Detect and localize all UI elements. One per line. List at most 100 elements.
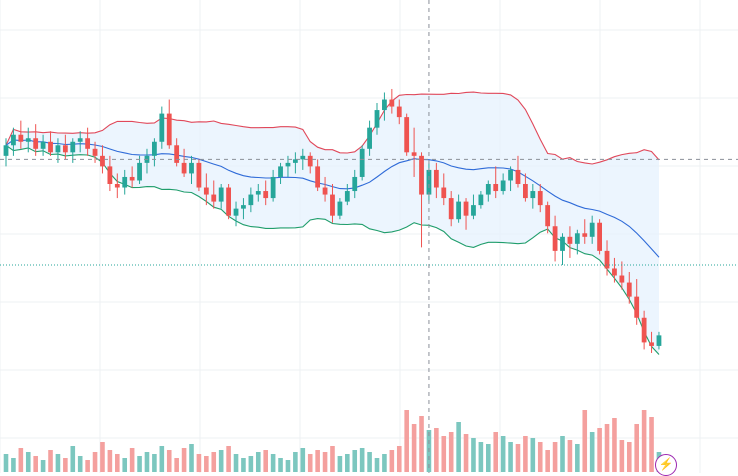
candle-body bbox=[174, 145, 180, 163]
candle-body bbox=[619, 275, 625, 283]
volume-bar bbox=[278, 458, 283, 472]
candle-body bbox=[218, 187, 224, 202]
candle-body bbox=[359, 148, 365, 177]
volume-bar bbox=[174, 458, 179, 472]
volume-bar bbox=[567, 440, 573, 472]
candle-body bbox=[448, 198, 454, 220]
candle-body bbox=[270, 176, 276, 199]
candle-body bbox=[33, 138, 39, 149]
volume-bar bbox=[255, 452, 261, 472]
volume-bar bbox=[77, 456, 83, 472]
volume-bar bbox=[537, 442, 543, 472]
candle-body bbox=[574, 233, 580, 244]
candle-body bbox=[85, 138, 91, 149]
volume-bar bbox=[307, 454, 313, 472]
volume-bar bbox=[226, 446, 231, 472]
candle-body bbox=[344, 191, 350, 202]
volume-bar bbox=[144, 452, 150, 472]
candle-body bbox=[203, 187, 209, 195]
volume-bar bbox=[241, 458, 246, 472]
candle-body bbox=[189, 162, 194, 174]
candle-body bbox=[389, 99, 395, 107]
volume-bar bbox=[411, 424, 417, 472]
volume-bar bbox=[129, 448, 135, 472]
volume-bar bbox=[25, 452, 31, 472]
candle-body bbox=[374, 110, 380, 128]
volume-bar bbox=[560, 436, 565, 472]
candle-body bbox=[114, 184, 120, 188]
volume-bar bbox=[270, 454, 276, 472]
candle-body bbox=[411, 152, 417, 156]
volume-bar bbox=[478, 442, 484, 472]
volume-bar bbox=[500, 436, 506, 472]
candle-body bbox=[25, 138, 31, 142]
volume-bar bbox=[448, 432, 454, 472]
volume-bar bbox=[55, 454, 61, 472]
candle-body bbox=[352, 176, 358, 192]
candle-body bbox=[137, 162, 142, 181]
candle-body bbox=[560, 236, 565, 251]
volume-bar bbox=[330, 446, 335, 472]
candle-body bbox=[552, 226, 558, 251]
candle-body bbox=[597, 222, 602, 251]
volume-bar bbox=[523, 436, 528, 472]
candle-body bbox=[582, 233, 588, 237]
candle-body bbox=[233, 208, 239, 216]
volume-bar bbox=[3, 454, 9, 472]
candle-body bbox=[322, 187, 328, 195]
candle-body bbox=[70, 141, 76, 153]
candle-body bbox=[241, 205, 246, 209]
candle-body bbox=[530, 191, 536, 199]
candle-body bbox=[3, 145, 9, 156]
candle-body bbox=[456, 201, 462, 220]
candle-body bbox=[315, 166, 321, 188]
volume-bar bbox=[374, 458, 380, 472]
volume-bar bbox=[597, 428, 602, 472]
volume-bar bbox=[107, 450, 113, 472]
candle-body bbox=[62, 145, 68, 153]
candle-body bbox=[641, 317, 647, 343]
candle-body bbox=[567, 236, 573, 244]
volume-bar bbox=[204, 456, 209, 472]
candle-body bbox=[152, 141, 157, 156]
candle-body bbox=[478, 194, 484, 206]
candle-body bbox=[300, 155, 306, 160]
candle-body bbox=[18, 134, 24, 142]
volume-bar bbox=[515, 444, 521, 472]
candle-body bbox=[226, 187, 231, 216]
volume-bar bbox=[441, 436, 447, 472]
candle-body bbox=[508, 169, 513, 181]
volume-bar bbox=[649, 417, 654, 472]
candle-body bbox=[292, 159, 298, 163]
volume-bar bbox=[18, 448, 24, 472]
candle-body bbox=[382, 99, 387, 111]
bollinger-upper-band bbox=[5, 91, 660, 165]
candle-body bbox=[107, 166, 113, 184]
volume-bar bbox=[589, 432, 595, 472]
volume-bar bbox=[152, 454, 157, 472]
candle-body bbox=[100, 155, 105, 167]
volume-bar bbox=[63, 458, 68, 472]
candle-body bbox=[419, 155, 424, 195]
candle-body bbox=[656, 335, 662, 346]
candle-body bbox=[40, 141, 46, 149]
candle-body bbox=[515, 169, 521, 184]
candle-body bbox=[433, 169, 439, 188]
candle-body bbox=[649, 342, 654, 346]
candle-body bbox=[278, 166, 283, 177]
volume-bar bbox=[352, 450, 358, 472]
volume-bar bbox=[604, 424, 610, 472]
volume-bar bbox=[122, 458, 128, 472]
candle-body bbox=[159, 113, 165, 142]
volume-bar bbox=[345, 454, 350, 472]
candle-body bbox=[537, 191, 543, 206]
candle-body bbox=[493, 184, 499, 192]
volume-bar bbox=[85, 460, 90, 472]
volume-bar bbox=[552, 442, 558, 472]
candle-body bbox=[307, 155, 313, 167]
candle-body bbox=[129, 176, 135, 181]
volume-bar bbox=[263, 450, 268, 472]
volume-bar bbox=[612, 418, 617, 472]
volume-bar bbox=[40, 460, 46, 472]
candle-body bbox=[263, 191, 269, 199]
